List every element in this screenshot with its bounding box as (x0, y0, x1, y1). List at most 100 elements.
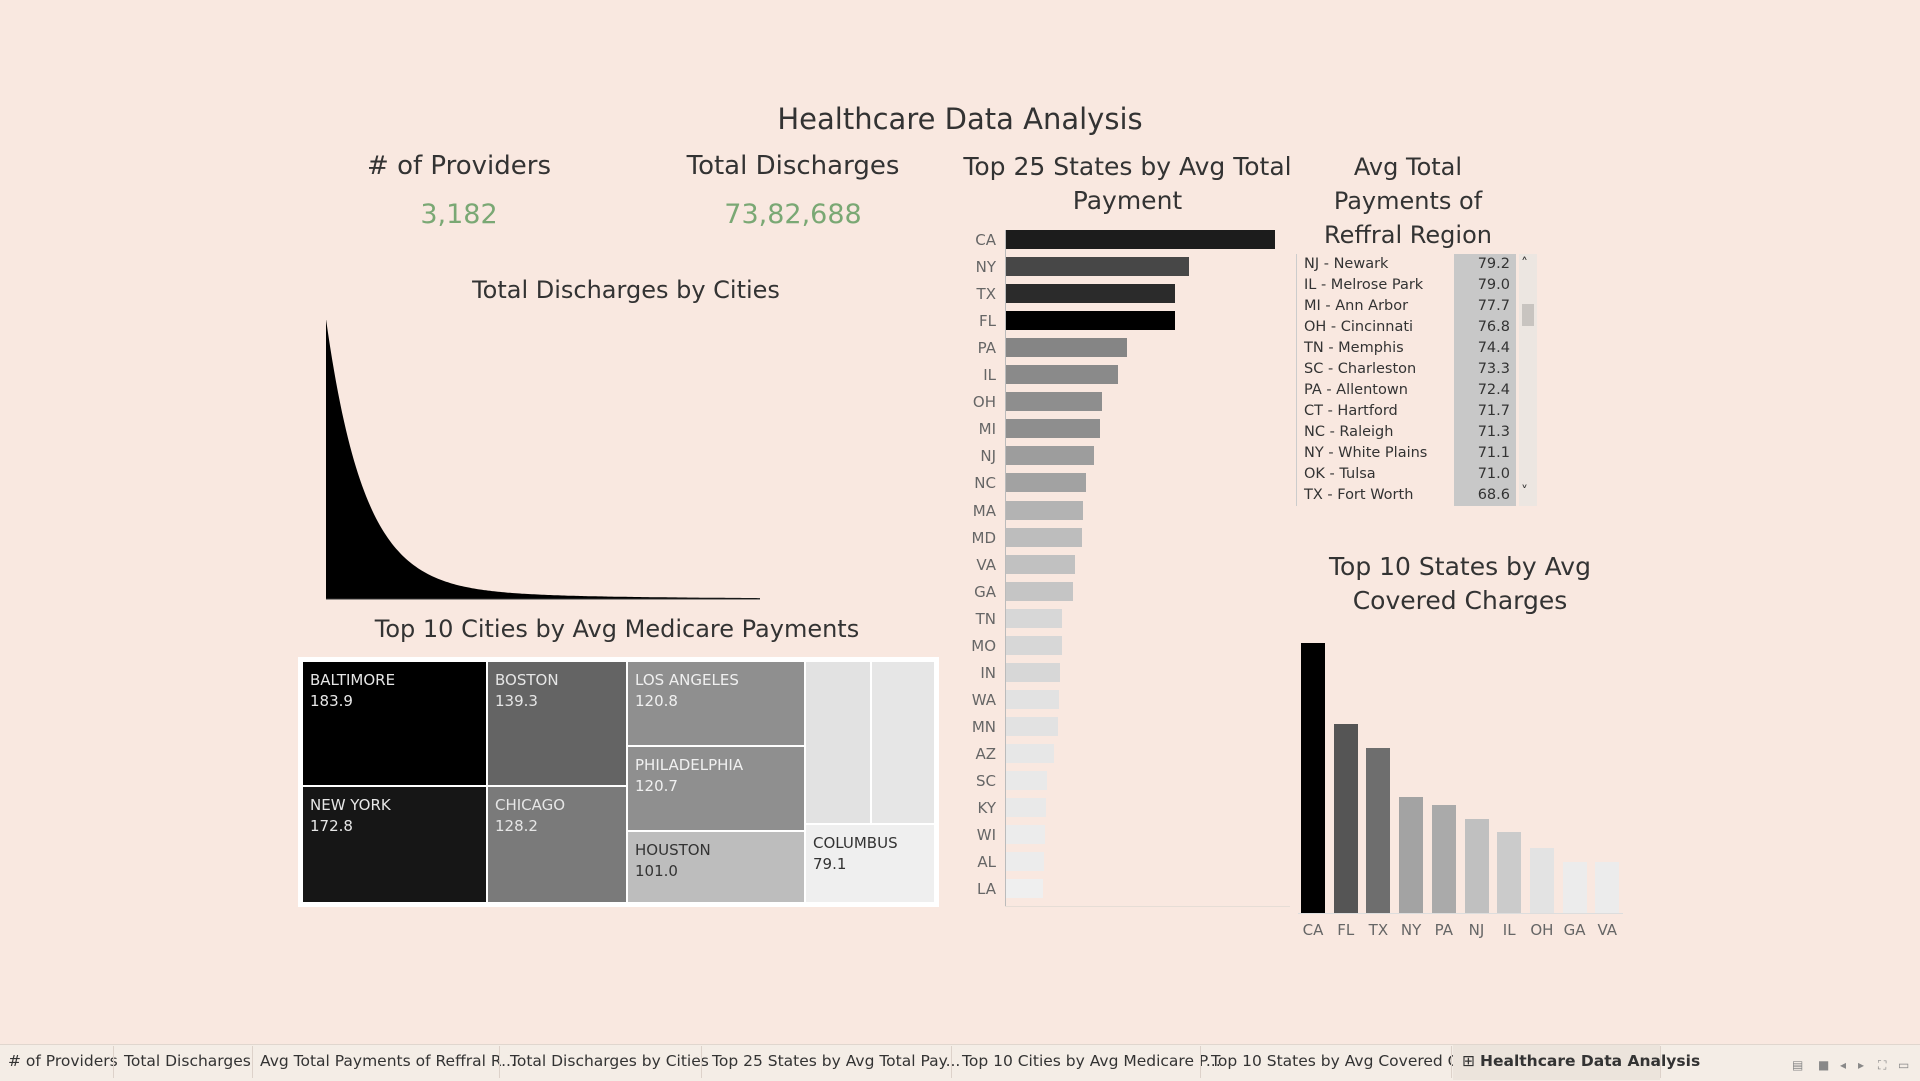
tab-total-discharges-by-cities[interactable]: Total Discharges by Cities (510, 1052, 709, 1070)
top10covered-bar[interactable] (1333, 724, 1358, 913)
top10covered-bar[interactable] (1595, 861, 1620, 913)
treemap-cell[interactable]: BALTIMORE 183.9 (302, 661, 487, 786)
top10covered-bar[interactable] (1366, 748, 1391, 913)
top25-bar[interactable] (1005, 662, 1061, 682)
treemap-cell[interactable] (871, 661, 935, 824)
kpi-providers-label: # of Providers (367, 151, 551, 181)
treemap-cell[interactable]: PHILADELPHIA 120.7 (627, 746, 805, 831)
top25-state-label: GA (974, 582, 996, 601)
region-scrollbar[interactable]: ˄ ˅ (1519, 254, 1537, 506)
top25-state-label: TX (976, 285, 996, 304)
top25-title-line2: Payment (1072, 186, 1183, 215)
tab-top-25-states-by-avg-total-pay[interactable]: Top 25 States by Avg Total Pay... (712, 1052, 960, 1070)
top25-bar[interactable] (1005, 392, 1103, 412)
treemap-cell[interactable]: HOUSTON 101.0 (627, 831, 805, 903)
region-row[interactable]: OK - Tulsa 71.0 (1296, 464, 1516, 485)
kpi-providers-value: 3,182 (420, 199, 498, 230)
region-name: OH - Cincinnati (1304, 319, 1414, 335)
treemap-label: NEW YORK 172.8 (310, 795, 391, 837)
top25-bar[interactable] (1005, 446, 1095, 466)
top25-bar[interactable] (1005, 527, 1082, 547)
top25-bar[interactable] (1005, 852, 1045, 872)
top10covered-bar[interactable] (1431, 805, 1456, 913)
top25-bar[interactable] (1005, 716, 1058, 736)
top25-bar[interactable] (1005, 879, 1043, 899)
region-name: IL - Melrose Park (1304, 277, 1424, 293)
top10covered-state-label: IL (1502, 921, 1516, 939)
top10covered-bar[interactable] (1301, 643, 1325, 913)
top10covered-bar[interactable] (1399, 796, 1424, 913)
region-row[interactable]: PA - Allentown 72.4 (1296, 380, 1516, 401)
region-row[interactable]: TX - Fort Worth 68.6 (1296, 485, 1516, 506)
region-title: Avg Total Payments of Reffral Region (1308, 150, 1508, 252)
treemap-cell[interactable] (805, 661, 871, 824)
tab-avg-total-payments-of-reffral-r[interactable]: Avg Total Payments of Reffral R... (260, 1052, 516, 1070)
region-row[interactable]: NY - White Plains 71.1 (1296, 443, 1516, 464)
prev-tab-icon[interactable]: ◂ (1840, 1058, 1847, 1072)
top10covered-bar[interactable] (1562, 861, 1587, 913)
next-tab-icon[interactable]: ▸ (1858, 1058, 1865, 1072)
fullscreen-icon[interactable]: ⛶ (1878, 1058, 1887, 1072)
treemap-city: BOSTON (495, 671, 559, 689)
top25-bar[interactable] (1005, 689, 1059, 709)
tab-top-10-cities-by-avg-medicare-p[interactable]: Top 10 Cities by Avg Medicare P... (962, 1052, 1221, 1070)
treemap-cell[interactable]: NEW YORK 172.8 (302, 786, 487, 903)
tab-of-providers[interactable]: # of Providers (8, 1052, 118, 1070)
top25-bar[interactable] (1005, 311, 1176, 331)
discharges-by-cities-chart[interactable] (320, 320, 770, 605)
top25-bar[interactable] (1005, 257, 1189, 277)
top25-bar[interactable] (1005, 743, 1054, 763)
top25-state-label: NY (975, 258, 996, 277)
region-row[interactable]: OH - Cincinnati 76.8 (1296, 317, 1516, 338)
scroll-down-icon[interactable]: ˅ (1521, 484, 1528, 500)
top25-bar[interactable] (1005, 771, 1047, 790)
region-row[interactable]: SC - Charleston 73.3 (1296, 359, 1516, 380)
top10covered-chart[interactable]: CA FL TX NY PA NJ IL OH GA VA (1290, 630, 1630, 940)
top25-bar[interactable] (1005, 581, 1073, 601)
top25-bar[interactable] (1005, 473, 1086, 493)
tab-active-bg (1453, 1045, 1660, 1080)
top25-chart[interactable]: CA NY TX FL PA IL OH MI NJ NC MA MD VA GA TN MO IN WA MN AZ… (960, 230, 1295, 910)
scrollbar-thumb[interactable] (1522, 304, 1534, 326)
top25-bar[interactable] (1005, 365, 1119, 385)
region-row[interactable]: MI - Ann Arbor 77.7 (1296, 296, 1516, 317)
region-value: 72.4 (1454, 380, 1516, 401)
top10covered-bar[interactable] (1497, 832, 1522, 913)
treemap-cell[interactable]: BOSTON 139.3 (487, 661, 627, 786)
present-icon[interactable]: ▭ (1898, 1058, 1910, 1072)
top25-bar[interactable] (1005, 419, 1100, 439)
treemap-city: NEW YORK (310, 796, 391, 814)
treemap-cell[interactable]: LOS ANGELES 120.8 (627, 661, 805, 746)
top25-bar[interactable] (1005, 825, 1045, 845)
film-strip-icon[interactable]: ■ (1818, 1058, 1830, 1072)
top10covered-bar[interactable] (1464, 818, 1489, 913)
scroll-up-icon[interactable]: ˄ (1521, 256, 1528, 272)
top25-bar[interactable] (1005, 500, 1084, 520)
treemap-label: LOS ANGELES 120.8 (635, 670, 739, 712)
treemap-cell[interactable]: COLUMBUS 79.1 (805, 824, 935, 903)
top25-title: Top 25 States by Avg Total Payment (960, 150, 1295, 218)
top25-bar[interactable] (1005, 230, 1275, 249)
top25-bar[interactable] (1005, 554, 1076, 574)
top25-bar[interactable] (1005, 608, 1062, 628)
region-row[interactable]: IL - Melrose Park 79.0 (1296, 275, 1516, 296)
top10covered-bar[interactable] (1529, 848, 1554, 913)
top25-bar[interactable] (1005, 338, 1127, 358)
top10covered-state-label: CA (1302, 921, 1324, 939)
region-row[interactable]: NJ - Newark 79.2 (1296, 254, 1516, 275)
tab-healthcare-data-analysis[interactable]: ⊞ Healthcare Data Analysis (1462, 1052, 1700, 1070)
region-row[interactable]: CT - Hartford 71.7 (1296, 401, 1516, 422)
region-title-line3: Reffral Region (1324, 221, 1492, 249)
region-row[interactable]: NC - Raleigh 71.3 (1296, 422, 1516, 443)
tab-top-10-states-by-avg-covered-c[interactable]: Top 10 States by Avg Covered C... (1211, 1052, 1473, 1070)
top25-bar[interactable] (1005, 798, 1046, 818)
grid-view-icon[interactable]: ▤ (1792, 1058, 1804, 1072)
tab-total-discharges[interactable]: Total Discharges (124, 1052, 251, 1070)
region-value: 79.0 (1454, 275, 1516, 296)
region-row[interactable]: TN - Memphis 74.4 (1296, 338, 1516, 359)
top25-bar[interactable] (1005, 635, 1062, 655)
region-list-border (1296, 254, 1297, 506)
treemap-city: COLUMBUS (813, 834, 898, 852)
top25-bar[interactable] (1005, 284, 1176, 304)
treemap-cell[interactable]: CHICAGO 128.2 (487, 786, 627, 903)
